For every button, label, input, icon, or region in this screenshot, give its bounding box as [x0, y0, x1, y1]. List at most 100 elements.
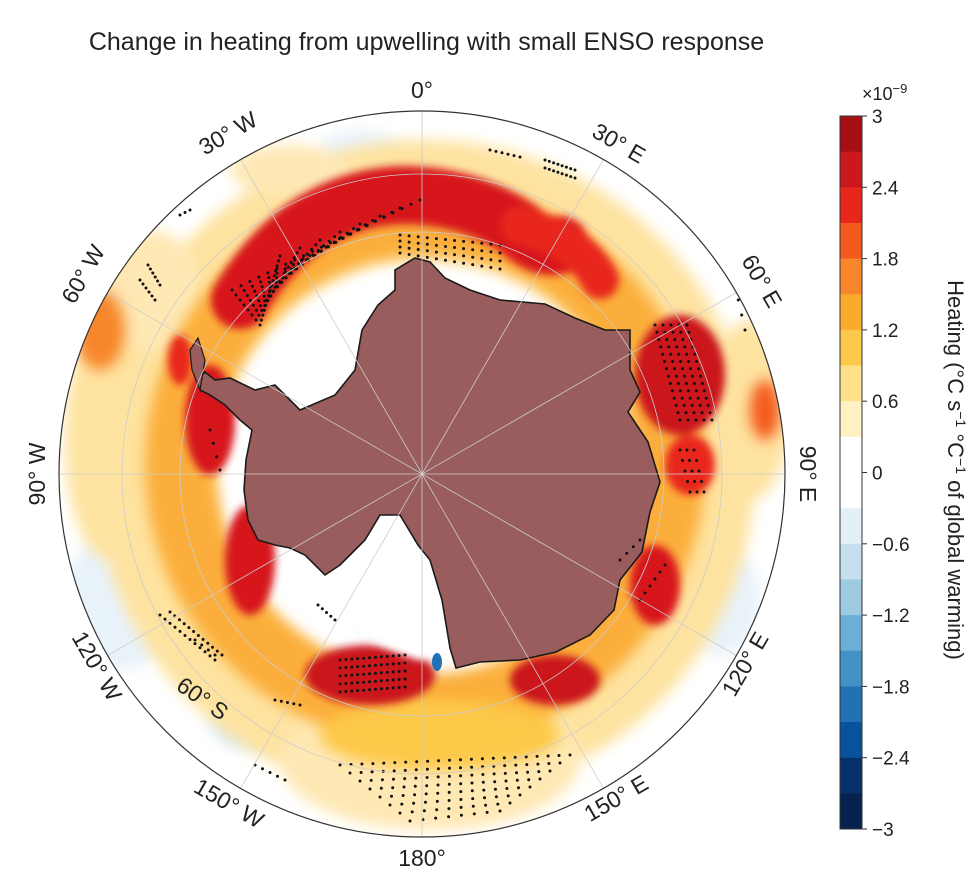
stipple-dot	[144, 286, 148, 290]
stipple-dot	[453, 253, 456, 257]
stipple-dot	[673, 367, 676, 371]
stipple-dot	[658, 570, 662, 574]
stipple-dot	[447, 774, 451, 778]
stipple-dot	[678, 448, 682, 452]
stipple-dot	[663, 563, 667, 567]
stipple-dot	[414, 768, 418, 772]
stipple-dot	[198, 646, 202, 650]
stipple-dot	[379, 687, 383, 691]
stipple-dot	[508, 801, 512, 805]
stipple-dot	[400, 802, 404, 806]
stipple-dot	[471, 248, 475, 252]
stipple-dot	[685, 323, 689, 327]
stipple-dot	[692, 411, 696, 415]
stipple-dot	[349, 232, 352, 236]
stipple-dot	[338, 682, 342, 686]
stipple-dot	[182, 622, 186, 626]
map-boundary	[58, 110, 786, 838]
stipple-dot	[447, 815, 451, 819]
stipple-dot	[333, 235, 337, 239]
stipple-dot	[695, 459, 698, 462]
stipple-dot	[374, 687, 377, 691]
stipple-dot	[643, 591, 647, 595]
stipple-dot	[391, 654, 395, 658]
stipple-dot	[344, 674, 348, 677]
stipple-dot	[397, 686, 401, 689]
stipple-dot	[193, 638, 197, 642]
stipple-dot	[163, 617, 167, 621]
stipple-dot	[470, 781, 474, 785]
stipple-dot	[379, 663, 383, 667]
stipple-dot	[500, 151, 504, 155]
stipple-dot	[502, 756, 506, 760]
antarctica-landmass	[197, 257, 661, 669]
stipple-dot	[329, 614, 333, 618]
stipple-dot	[418, 198, 422, 202]
stipple-dot	[698, 403, 702, 407]
stipple-dot	[459, 758, 462, 762]
stipple-dot	[283, 267, 287, 271]
stipple-dot	[239, 284, 243, 288]
stipple-dot	[560, 172, 564, 176]
stipple-dot	[403, 661, 407, 665]
stipple-dot	[453, 260, 456, 264]
stipple-dot	[444, 258, 447, 262]
stipple-dot	[694, 418, 698, 422]
stipple-dot	[688, 396, 692, 400]
stipple-dot	[424, 800, 427, 804]
stipple-dot	[480, 264, 484, 268]
stipple-dot	[193, 642, 197, 646]
stipple-dot	[316, 603, 320, 607]
stipple-dot	[416, 248, 420, 251]
lon-label-30w: 30° W	[194, 106, 262, 160]
stipple-dot	[402, 785, 406, 789]
stipple-dot	[374, 655, 377, 659]
stipple-dot	[462, 261, 466, 265]
stipple-dot	[688, 490, 692, 494]
stipple-dot	[250, 284, 254, 288]
stipple-dot	[356, 665, 360, 669]
longitude-labels: 0° 30° E 60° E 90° E 120° E 150° E 180° …	[24, 77, 821, 871]
stipple-dot	[293, 258, 297, 262]
stipple-dot	[265, 298, 269, 302]
stipple-dot	[327, 239, 331, 243]
stipple-dot	[261, 313, 265, 317]
stipple-dot	[702, 418, 706, 422]
stipple-dot	[518, 155, 522, 159]
colorbar-tick-label: 1.2	[872, 321, 898, 342]
lon-label-0: 0°	[411, 77, 433, 103]
colorbar-block	[840, 793, 862, 830]
colorbar-blocks	[840, 116, 862, 830]
stipple-dot	[690, 403, 694, 407]
stipple-dot	[358, 222, 362, 226]
stipple-dot	[385, 654, 389, 658]
stipple-dot	[425, 242, 429, 246]
stipple-dot	[268, 280, 271, 284]
stipple-dot	[679, 330, 683, 334]
stipple-dot	[669, 352, 673, 356]
stipple-dot	[378, 795, 382, 799]
stipple-dot	[273, 698, 277, 702]
stipple-dot	[514, 763, 518, 767]
stipple-dot	[382, 215, 386, 219]
stipple-dot	[409, 202, 413, 206]
stipple-dot	[350, 673, 354, 677]
stipple-dot	[410, 810, 414, 814]
stipple-dot	[667, 374, 670, 378]
stipple-dot	[743, 328, 747, 332]
stipple-dot	[687, 330, 691, 334]
stipple-dot	[213, 658, 217, 662]
stipple-dot	[283, 270, 287, 274]
stipple-dot	[569, 175, 573, 179]
stipple-dot	[556, 170, 560, 174]
stipple-dot	[230, 288, 234, 292]
stipple-dot	[356, 681, 360, 685]
stipple-dot	[398, 206, 402, 210]
stipple-dot	[378, 214, 382, 218]
stipple-dot	[471, 263, 475, 267]
stipple-dot	[263, 299, 267, 303]
stipple-dot	[283, 778, 287, 782]
stipple-dot	[295, 251, 299, 255]
stipple-dot	[262, 308, 266, 312]
stipple-dot	[316, 248, 320, 252]
